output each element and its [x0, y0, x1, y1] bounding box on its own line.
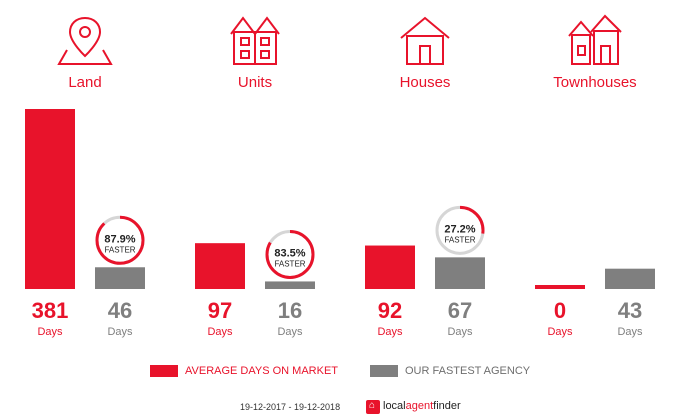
brand-finder: finder: [433, 400, 461, 412]
date-range: 19-12-2017 - 19-12-2018: [240, 402, 341, 412]
legend-swatch-agency: [370, 365, 398, 377]
market-value-units: 97: [208, 298, 232, 323]
market-value-land: 381: [32, 298, 69, 323]
agency-bar-land: [95, 267, 145, 289]
faster-percent-houses: 27.2%: [444, 223, 475, 235]
market-unit-houses: Days: [377, 326, 403, 338]
legend-label-agency: OUR FASTEST AGENCY: [405, 365, 531, 377]
legend-swatch-market: [150, 365, 178, 377]
bar-chart: 381Days46Days87.9%FASTER97Days16Days83.5…: [25, 109, 655, 338]
agency-bar-units: [265, 281, 315, 289]
market-bar-units: [195, 243, 245, 289]
agency-value-land: 46: [108, 298, 132, 323]
market-bar-land: [25, 109, 75, 289]
category-label-units: Units: [237, 74, 273, 91]
brand-logo-icon: ⌂: [366, 400, 380, 414]
agency-unit-houses: Days: [447, 326, 473, 338]
agency-unit-townhouses: Days: [617, 326, 643, 338]
agency-bar-houses: [435, 257, 485, 289]
agency-value-houses: 67: [448, 298, 472, 323]
faster-label-units: FASTER: [274, 259, 305, 268]
agency-unit-units: Days: [277, 326, 303, 338]
faster-label-houses: FASTER: [444, 235, 475, 244]
brand-name: localagentfinder: [383, 400, 461, 412]
house-icon: [400, 16, 450, 65]
market-unit-land: Days: [37, 326, 63, 338]
footer: 19-12-2017 - 19-12-2018 ⌂ localagentfind…: [0, 400, 700, 416]
agency-value-units: 16: [278, 298, 302, 323]
agency-value-townhouses: 43: [618, 298, 642, 323]
market-bar-townhouses: [535, 285, 585, 289]
faster-progress-houses: [435, 205, 485, 255]
faster-progress-units: [265, 229, 315, 279]
market-bar-houses: [365, 245, 415, 289]
brand-agent: agent: [405, 400, 434, 412]
faster-percent-units: 83.5%: [274, 247, 305, 259]
market-unit-townhouses: Days: [547, 326, 573, 338]
faster-percent-land: 87.9%: [104, 233, 135, 245]
market-unit-units: Days: [207, 326, 233, 338]
townhouses-icon: [568, 14, 622, 65]
agency-bar-townhouses: [605, 268, 655, 289]
market-value-townhouses: 0: [554, 298, 566, 323]
category-label-townhouses: Townhouses: [553, 74, 637, 91]
category-label-houses: Houses: [399, 74, 451, 91]
brand-local: local: [383, 400, 406, 412]
legend-label-market: AVERAGE DAYS ON MARKET: [185, 365, 339, 377]
map-pin-icon: [57, 16, 113, 65]
legend: AVERAGE DAYS ON MARKET OUR FASTEST AGENC…: [0, 363, 700, 381]
faster-label-land: FASTER: [104, 245, 135, 254]
agency-unit-land: Days: [107, 326, 133, 338]
units-building-icon: [230, 16, 280, 65]
faster-progress-land: [95, 215, 145, 265]
market-value-houses: 92: [378, 298, 402, 323]
category-label-land: Land: [68, 74, 102, 91]
